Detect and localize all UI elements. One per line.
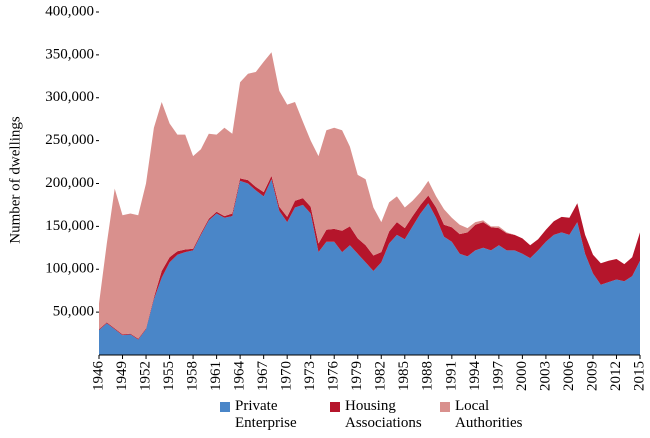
legend-label: Private Enterprise <box>235 398 297 431</box>
x-tick-label: 1973 <box>302 361 318 391</box>
x-tick-label: 1994 <box>467 361 483 392</box>
x-tick-label: 1955 <box>161 361 177 391</box>
y-axis-label: Number of dwellings <box>7 116 23 244</box>
x-tick-label: 1952 <box>137 361 153 391</box>
x-tick-label: 1982 <box>373 361 389 391</box>
y-tick-label: 150,000 <box>45 218 94 234</box>
x-tick-label: 2000 <box>514 361 530 391</box>
y-tick-label: 400,000 <box>45 3 94 19</box>
x-tick-label: 1967 <box>255 361 271 392</box>
x-tick-label: 1958 <box>185 361 201 391</box>
x-tick-label: 1964 <box>232 361 248 392</box>
y-tick-label: 50,000 <box>53 304 94 320</box>
x-tick-label: 2006 <box>561 361 577 392</box>
y-tick-label: 200,000 <box>45 175 94 191</box>
legend-label: Local Authorities <box>455 398 523 431</box>
legend: Private Enterprise Housing Associations Lo… <box>220 398 540 432</box>
x-tick-label: 1985 <box>396 361 412 391</box>
x-tick-label: 1979 <box>349 361 365 391</box>
x-tick-label: 2015 <box>631 361 647 391</box>
chart: Number of dwellings 50,000 100,000 150,000… <box>7 3 647 392</box>
legend-label: Housing Associations <box>345 398 422 431</box>
legend-swatch <box>330 402 340 412</box>
y-tick-label: 250,000 <box>45 132 94 148</box>
legend-item: Local Authorities <box>440 398 540 432</box>
x-tick-label: 1946 <box>90 361 106 392</box>
x-tick-label: 1970 <box>279 361 295 391</box>
legend-item: Housing Associations <box>330 398 430 432</box>
y-tick-label: 300,000 <box>45 89 94 105</box>
area <box>99 175 640 340</box>
legend-swatch <box>220 402 230 412</box>
x-tick-label: 2003 <box>537 361 553 391</box>
area <box>99 52 640 339</box>
x-tick-label: 1997 <box>490 361 506 392</box>
legend-swatch <box>440 402 450 412</box>
x-tick-label: 1988 <box>420 361 436 391</box>
y-tick-label: 100,000 <box>45 261 94 277</box>
x-tick-label: 1961 <box>208 361 224 391</box>
x-tick-label: 1976 <box>326 361 342 392</box>
x-tick-label: 1949 <box>114 361 130 391</box>
x-tick-label: 1991 <box>443 361 459 391</box>
area <box>99 179 640 355</box>
y-tick-label: 350,000 <box>45 46 94 62</box>
x-tick-label: 2009 <box>584 361 600 391</box>
x-tick-label: 2012 <box>608 361 624 391</box>
legend-item: Private Enterprise <box>220 398 320 432</box>
